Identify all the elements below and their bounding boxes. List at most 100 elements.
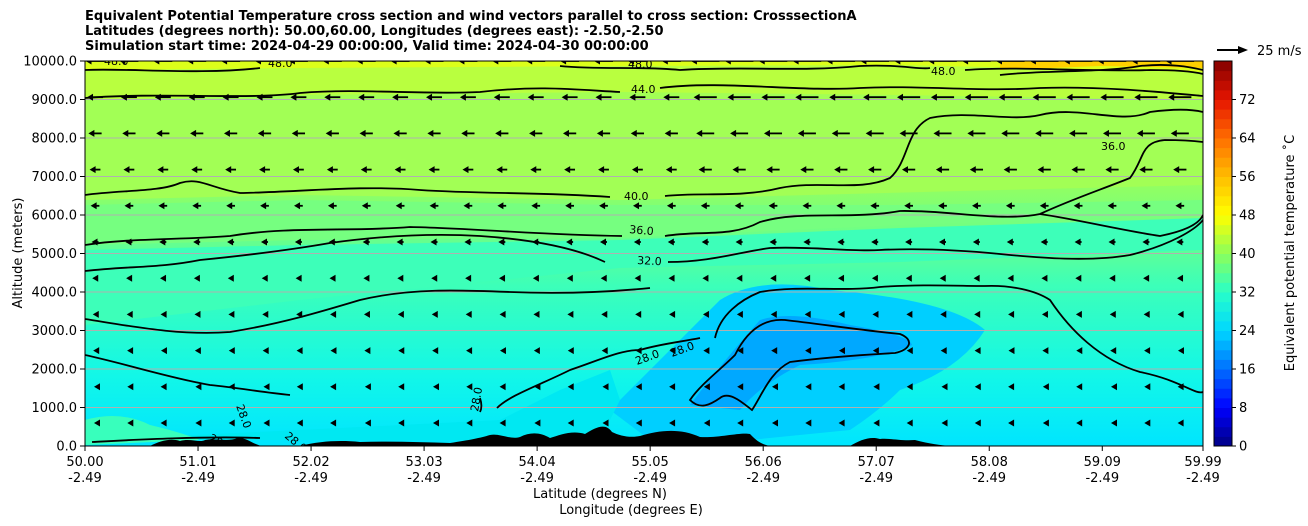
wind-vector xyxy=(770,310,777,318)
wind-vector xyxy=(669,383,676,391)
wind-vector xyxy=(1039,202,1049,210)
x-tick-label-latitude: 55.05 xyxy=(632,455,669,470)
wind-vector xyxy=(1165,61,1195,65)
wind-vector xyxy=(464,238,472,246)
colorbar-segment xyxy=(1214,397,1232,408)
wind-vector xyxy=(702,274,709,282)
wind-vector xyxy=(1139,166,1153,174)
wind-vector xyxy=(702,310,709,318)
wind-vector xyxy=(1134,93,1158,101)
wind-vector xyxy=(291,129,306,137)
wind-vector xyxy=(1074,238,1082,246)
wind-vector xyxy=(1071,166,1085,174)
wind-vector xyxy=(941,419,948,427)
colorbar-segment xyxy=(1214,436,1232,447)
wind-vector xyxy=(263,419,270,427)
wind-vector xyxy=(905,238,913,246)
wind-vector xyxy=(1168,93,1192,101)
wind-vector xyxy=(826,61,856,65)
wind-vector xyxy=(461,129,475,137)
wind-vector xyxy=(195,419,202,427)
wind-vector xyxy=(1075,274,1082,282)
wind-vector xyxy=(1100,93,1124,101)
wind-vector xyxy=(194,347,201,355)
wind-vector xyxy=(87,93,103,101)
colorbar-segment xyxy=(1214,378,1232,389)
wind-vector xyxy=(154,93,171,101)
contour-48 xyxy=(85,64,1203,75)
wind-vector xyxy=(974,310,981,318)
wind-vector xyxy=(863,93,887,101)
wind-vector xyxy=(663,93,680,101)
wind-vector xyxy=(768,202,778,210)
wind-vector xyxy=(126,310,133,318)
wind-vector xyxy=(766,166,780,174)
wind-vector xyxy=(769,238,777,246)
wind-vector xyxy=(1177,347,1184,355)
wind-vector xyxy=(157,166,169,174)
wind-vector xyxy=(732,166,746,174)
wind-vector xyxy=(493,93,510,101)
y-tick-label: 7000.0 xyxy=(32,170,78,185)
contour-36b xyxy=(1039,213,1203,237)
contour-label-32: 32.0 xyxy=(637,254,662,268)
fill-band-32 xyxy=(85,218,1203,325)
wind-vector xyxy=(1063,61,1093,65)
wind-vector xyxy=(838,347,845,355)
wind-vector xyxy=(226,202,235,210)
wind-vector xyxy=(431,274,438,282)
wind-vector xyxy=(360,166,372,174)
wind-vector xyxy=(263,383,270,391)
wind-vector xyxy=(1141,202,1151,210)
contour-24-loop xyxy=(688,319,910,412)
wind-vector xyxy=(701,238,709,246)
wind-vector xyxy=(724,61,754,65)
wind-vector xyxy=(325,129,339,137)
y-tick-label: 6000.0 xyxy=(32,209,78,224)
wind-vector xyxy=(700,202,710,210)
wind-vector xyxy=(497,202,507,210)
wind-vector xyxy=(1097,61,1127,65)
wind-vector xyxy=(737,383,744,391)
y-tick-label: 0.0 xyxy=(56,440,77,455)
wind-vector xyxy=(426,93,442,101)
wind-vector xyxy=(758,61,788,65)
x-tick-label-longitude: -2.49 xyxy=(633,471,667,486)
wind-vector xyxy=(466,347,473,355)
wind-vector xyxy=(94,419,100,427)
colorbar-segment xyxy=(1214,272,1232,283)
wind-vector xyxy=(532,238,540,246)
wind-vector xyxy=(1177,310,1184,318)
wind-vector xyxy=(1144,383,1151,391)
colorbar-segment xyxy=(1214,253,1232,264)
wind-vector xyxy=(262,310,269,318)
y-tick-label: 10000.0 xyxy=(23,55,77,70)
wind-vector xyxy=(772,419,778,427)
wind-vector xyxy=(256,93,273,101)
colorbar-segment xyxy=(1214,61,1232,72)
colorbar-segment xyxy=(1214,263,1232,274)
colorbar-segment xyxy=(1214,407,1232,418)
wind-vector xyxy=(972,238,980,246)
y-tick-label: 2000.0 xyxy=(32,363,78,378)
wind-vector xyxy=(1143,310,1150,318)
wind-vector xyxy=(492,61,512,65)
wind-vector xyxy=(1032,93,1056,101)
wind-vector xyxy=(424,61,444,65)
x-axis-label-latitude: Latitude (degrees N) xyxy=(533,487,667,502)
wind-vector xyxy=(871,238,879,246)
contour-36 xyxy=(85,139,1203,246)
wind-vector xyxy=(602,419,609,427)
wind-vector xyxy=(635,383,642,391)
colorbar-segment xyxy=(1214,320,1232,331)
wind-vector xyxy=(596,129,611,137)
wind-vector xyxy=(1109,274,1116,282)
wind-vector xyxy=(534,419,541,427)
wind-vector xyxy=(737,419,744,427)
wind-vector xyxy=(905,274,912,282)
wind-vector xyxy=(433,419,439,427)
wind-vector xyxy=(262,347,269,355)
wind-vector xyxy=(330,310,337,318)
wind-vector xyxy=(690,61,720,65)
contour-label-44: 44.0 xyxy=(631,83,656,96)
